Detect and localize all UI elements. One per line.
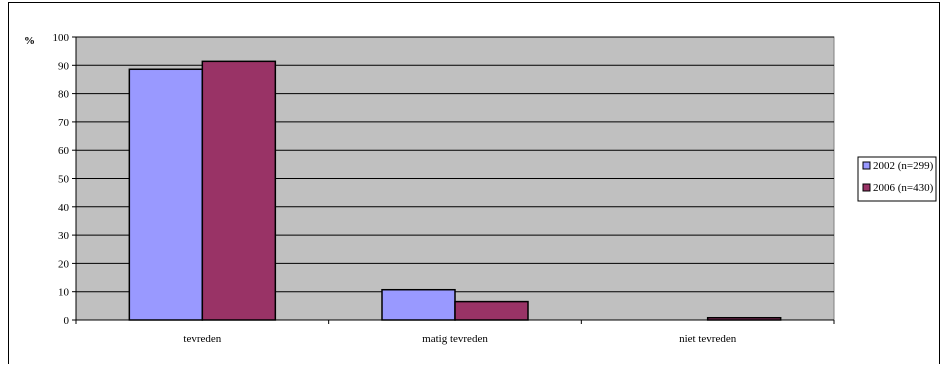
y-tick-label: 40 (58, 202, 70, 214)
x-tick-label: niet tevreden (679, 333, 737, 345)
bars (128, 60, 782, 321)
legend-label-2006: 2006 (n=430) (873, 182, 934, 194)
y-tick-label: 80 (58, 89, 70, 101)
y-tick-label: 50 (58, 174, 70, 186)
x-tick-label: tevreden (183, 333, 221, 345)
y-tick-labels: 0 10 20 30 40 50 60 70 80 90 100 (53, 32, 70, 327)
y-tick-label: 90 (58, 60, 70, 72)
bar-2002-tevreden (128, 68, 204, 321)
bar-2006-tevreden (201, 60, 277, 321)
x-tick-label: matig tevreden (422, 333, 488, 345)
y-tick-label: 10 (58, 287, 70, 299)
y-tick-label: 0 (64, 315, 70, 327)
bar-2002-matig-tevreden (381, 288, 456, 321)
legend: 2002 (n=299) 2006 (n=430) (857, 156, 937, 202)
legend-label-2002: 2002 (n=299) (873, 160, 934, 172)
y-tick-label: 20 (58, 258, 70, 270)
legend-swatch-2006 (862, 183, 871, 192)
y-tick-label: 30 (58, 230, 70, 242)
y-tick-label: 60 (58, 145, 70, 157)
legend-box (857, 156, 937, 202)
legend-swatch-2002 (862, 161, 871, 170)
x-tick-labels: tevreden matig tevreden niet tevreden (183, 333, 736, 345)
bar-2006-matig-tevreden (454, 300, 529, 321)
axes (72, 36, 835, 324)
y-tick-label: 70 (58, 117, 70, 129)
y-axis-label: % (24, 35, 35, 47)
y-tick-label: 100 (53, 32, 70, 44)
